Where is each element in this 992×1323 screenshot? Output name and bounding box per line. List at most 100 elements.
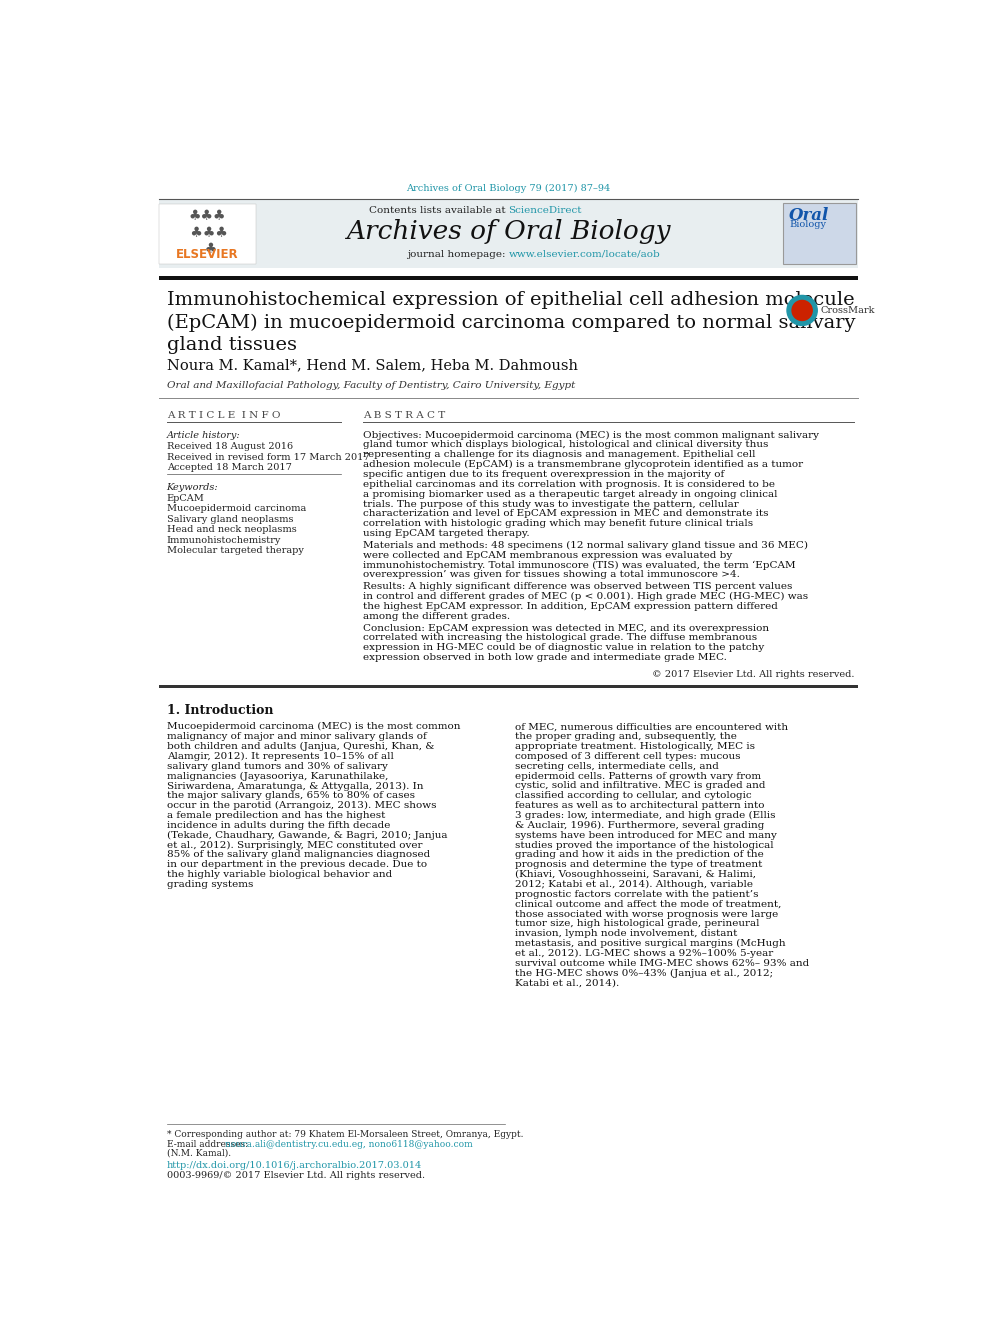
Text: Materials and methods: 48 specimens (12 normal salivary gland tissue and 36 MEC): Materials and methods: 48 specimens (12 … bbox=[363, 541, 807, 550]
Bar bbox=[159, 684, 858, 688]
Text: the proper grading and, subsequently, the: the proper grading and, subsequently, th… bbox=[515, 732, 736, 741]
Text: the HG-MEC shows 0%–43% (Janjua et al., 2012;: the HG-MEC shows 0%–43% (Janjua et al., … bbox=[515, 968, 773, 978]
Bar bbox=[159, 204, 256, 265]
Text: gland tissues: gland tissues bbox=[167, 336, 297, 353]
Text: epithelial carcinomas and its correlation with prognosis. It is considered to be: epithelial carcinomas and its correlatio… bbox=[363, 480, 775, 490]
Text: grading and how it aids in the prediction of the: grading and how it aids in the predictio… bbox=[515, 851, 764, 860]
Text: Results: A highly significant difference was observed between TIS percent values: Results: A highly significant difference… bbox=[363, 582, 792, 591]
Text: adhesion molecule (EpCAM) is a transmembrane glycoprotein identified as a tumor: adhesion molecule (EpCAM) is a transmemb… bbox=[363, 460, 803, 470]
Text: 3 grades: low, intermediate, and high grade (Ellis: 3 grades: low, intermediate, and high gr… bbox=[515, 811, 775, 820]
Text: cystic, solid and infiltrative. MEC is graded and: cystic, solid and infiltrative. MEC is g… bbox=[515, 782, 765, 790]
Text: CrossMark: CrossMark bbox=[820, 306, 875, 315]
Text: Received 18 August 2016: Received 18 August 2016 bbox=[167, 442, 293, 451]
Text: ScienceDirect: ScienceDirect bbox=[509, 206, 582, 214]
Text: trials. The purpose of this study was to investigate the pattern, cellular: trials. The purpose of this study was to… bbox=[363, 500, 738, 508]
Text: the highly variable biological behavior and: the highly variable biological behavior … bbox=[167, 871, 392, 880]
Bar bbox=[159, 200, 858, 269]
Text: Immunohistochemistry: Immunohistochemistry bbox=[167, 536, 281, 545]
Text: Oral: Oral bbox=[789, 206, 829, 224]
Text: www.elsevier.com/locate/aob: www.elsevier.com/locate/aob bbox=[509, 250, 660, 258]
Text: Biology: Biology bbox=[789, 220, 826, 229]
Text: A R T I C L E  I N F O: A R T I C L E I N F O bbox=[167, 411, 280, 421]
Text: metastasis, and positive surgical margins (McHugh: metastasis, and positive surgical margin… bbox=[515, 939, 786, 949]
Text: Objectives: Mucoepidermoid carcinoma (MEC) is the most common malignant salivary: Objectives: Mucoepidermoid carcinoma (ME… bbox=[363, 430, 818, 439]
Text: classified according to cellular, and cytologic: classified according to cellular, and cy… bbox=[515, 791, 751, 800]
Text: immunohistochemistry. Total immunoscore (TIS) was evaluated, the term ‘EpCAM: immunohistochemistry. Total immunoscore … bbox=[363, 561, 796, 570]
Text: in control and different grades of MEC (p < 0.001). High grade MEC (HG-MEC) was: in control and different grades of MEC (… bbox=[363, 593, 807, 601]
Text: Siriwardena, Amaratunga, & Attygalla, 2013). In: Siriwardena, Amaratunga, & Attygalla, 20… bbox=[167, 782, 424, 791]
Text: of MEC, numerous difficulties are encountered with: of MEC, numerous difficulties are encoun… bbox=[515, 722, 788, 732]
Text: composed of 3 different cell types: mucous: composed of 3 different cell types: muco… bbox=[515, 751, 740, 761]
Text: Contents lists available at: Contents lists available at bbox=[368, 206, 509, 214]
Text: A B S T R A C T: A B S T R A C T bbox=[363, 411, 445, 421]
Text: EpCAM: EpCAM bbox=[167, 493, 204, 503]
Text: Mucoepidermoid carcinoma: Mucoepidermoid carcinoma bbox=[167, 504, 306, 513]
Text: Head and neck neoplasms: Head and neck neoplasms bbox=[167, 525, 297, 534]
Text: appropriate treatment. Histologically, MEC is: appropriate treatment. Histologically, M… bbox=[515, 742, 755, 751]
Text: 1. Introduction: 1. Introduction bbox=[167, 704, 273, 717]
Text: studies proved the importance of the histological: studies proved the importance of the his… bbox=[515, 840, 773, 849]
Text: Noura M. Kamal*, Hend M. Salem, Heba M. Dahmoush: Noura M. Kamal*, Hend M. Salem, Heba M. … bbox=[167, 359, 577, 372]
Circle shape bbox=[792, 300, 812, 320]
Text: ♣♣♣
 ♣♣♣
  ♣: ♣♣♣ ♣♣♣ ♣ bbox=[186, 209, 228, 255]
Text: Article history:: Article history: bbox=[167, 430, 240, 439]
Text: correlated with increasing the histological grade. The diffuse membranous: correlated with increasing the histologi… bbox=[363, 634, 757, 643]
Text: gland tumor which displays biological, histological and clinical diversity thus: gland tumor which displays biological, h… bbox=[363, 441, 768, 450]
Text: Archives of Oral Biology 79 (2017) 87–94: Archives of Oral Biology 79 (2017) 87–94 bbox=[407, 184, 610, 193]
Text: epidermoid cells. Patterns of growth vary from: epidermoid cells. Patterns of growth var… bbox=[515, 771, 761, 781]
Text: characterization and level of EpCAM expression in MEC and demonstrate its: characterization and level of EpCAM expr… bbox=[363, 509, 768, 519]
Bar bbox=[159, 275, 858, 280]
Text: 85% of the salivary gland malignancies diagnosed: 85% of the salivary gland malignancies d… bbox=[167, 851, 430, 860]
Text: Received in revised form 17 March 2017: Received in revised form 17 March 2017 bbox=[167, 452, 369, 462]
Text: (Khiavi, Vosoughhosseini, Saravani, & Halimi,: (Khiavi, Vosoughhosseini, Saravani, & Ha… bbox=[515, 871, 756, 880]
Text: representing a challenge for its diagnosis and management. Epithelial cell: representing a challenge for its diagnos… bbox=[363, 450, 755, 459]
Text: specific antigen due to its frequent overexpression in the majority of: specific antigen due to its frequent ove… bbox=[363, 470, 724, 479]
Text: Immunohistochemical expression of epithelial cell adhesion molecule: Immunohistochemical expression of epithe… bbox=[167, 291, 854, 310]
Text: were collected and EpCAM membranous expression was evaluated by: were collected and EpCAM membranous expr… bbox=[363, 550, 732, 560]
Text: overexpression’ was given for tissues showing a total immunoscore >4.: overexpression’ was given for tissues sh… bbox=[363, 570, 740, 579]
Text: © 2017 Elsevier Ltd. All rights reserved.: © 2017 Elsevier Ltd. All rights reserved… bbox=[652, 669, 854, 679]
Text: expression in HG-MEC could be of diagnostic value in relation to the patchy: expression in HG-MEC could be of diagnos… bbox=[363, 643, 764, 652]
Text: Conclusion: EpCAM expression was detected in MEC, and its overexpression: Conclusion: EpCAM expression was detecte… bbox=[363, 623, 769, 632]
Text: tumor size, high histological grade, perineural: tumor size, high histological grade, per… bbox=[515, 919, 759, 929]
Text: salivary gland tumors and 30% of salivary: salivary gland tumors and 30% of salivar… bbox=[167, 762, 388, 771]
Text: 2012; Katabi et al., 2014). Although, variable: 2012; Katabi et al., 2014). Although, va… bbox=[515, 880, 753, 889]
Text: Mucoepidermoid carcinoma (MEC) is the most common: Mucoepidermoid carcinoma (MEC) is the mo… bbox=[167, 722, 460, 732]
Text: noura.ali@dentistry.cu.edu.eg, nono6118@yahoo.com: noura.ali@dentistry.cu.edu.eg, nono6118@… bbox=[225, 1139, 473, 1148]
Text: * Corresponding author at: 79 Khatem El-Morsaleen Street, Omranya, Egypt.: * Corresponding author at: 79 Khatem El-… bbox=[167, 1130, 523, 1139]
Text: survival outcome while IMG-MEC shows 62%– 93% and: survival outcome while IMG-MEC shows 62%… bbox=[515, 959, 808, 968]
Text: Oral and Maxillofacial Pathology, Faculty of Dentistry, Cairo University, Egypt: Oral and Maxillofacial Pathology, Facult… bbox=[167, 381, 575, 390]
Text: Accepted 18 March 2017: Accepted 18 March 2017 bbox=[167, 463, 292, 472]
Bar bbox=[783, 202, 856, 265]
Text: E-mail addresses:: E-mail addresses: bbox=[167, 1139, 251, 1148]
Text: Katabi et al., 2014).: Katabi et al., 2014). bbox=[515, 979, 619, 987]
Text: malignancy of major and minor salivary glands of: malignancy of major and minor salivary g… bbox=[167, 732, 427, 741]
Text: both children and adults (Janjua, Qureshi, Khan, &: both children and adults (Janjua, Quresh… bbox=[167, 742, 434, 751]
Text: systems have been introduced for MEC and many: systems have been introduced for MEC and… bbox=[515, 831, 777, 840]
Text: grading systems: grading systems bbox=[167, 880, 253, 889]
Text: prognosis and determine the type of treatment: prognosis and determine the type of trea… bbox=[515, 860, 762, 869]
Text: incidence in adults during the fifth decade: incidence in adults during the fifth dec… bbox=[167, 820, 390, 830]
Text: Archives of Oral Biology: Archives of Oral Biology bbox=[346, 218, 671, 243]
Text: Salivary gland neoplasms: Salivary gland neoplasms bbox=[167, 515, 293, 524]
Text: & Auclair, 1996). Furthermore, several grading: & Auclair, 1996). Furthermore, several g… bbox=[515, 820, 764, 830]
Text: (Tekade, Chaudhary, Gawande, & Bagri, 2010; Janjua: (Tekade, Chaudhary, Gawande, & Bagri, 20… bbox=[167, 831, 447, 840]
Text: the highest EpCAM expressor. In addition, EpCAM expression pattern differed: the highest EpCAM expressor. In addition… bbox=[363, 602, 778, 611]
Text: et al., 2012). Surprisingly, MEC constituted over: et al., 2012). Surprisingly, MEC constit… bbox=[167, 840, 423, 849]
Text: invasion, lymph node involvement, distant: invasion, lymph node involvement, distan… bbox=[515, 929, 737, 938]
Text: clinical outcome and affect the mode of treatment,: clinical outcome and affect the mode of … bbox=[515, 900, 781, 909]
Text: Keywords:: Keywords: bbox=[167, 483, 218, 492]
Text: those associated with worse prognosis were large: those associated with worse prognosis we… bbox=[515, 910, 778, 918]
Text: prognostic factors correlate with the patient’s: prognostic factors correlate with the pa… bbox=[515, 890, 758, 898]
Text: among the different grades.: among the different grades. bbox=[363, 611, 510, 620]
Text: et al., 2012). LG-MEC shows a 92%–100% 5-year: et al., 2012). LG-MEC shows a 92%–100% 5… bbox=[515, 949, 773, 958]
Text: a promising biomarker used as a therapeutic target already in ongoing clinical: a promising biomarker used as a therapeu… bbox=[363, 490, 777, 499]
Text: ELSEVIER: ELSEVIER bbox=[176, 249, 238, 261]
Text: 0003-9969/© 2017 Elsevier Ltd. All rights reserved.: 0003-9969/© 2017 Elsevier Ltd. All right… bbox=[167, 1171, 425, 1180]
Text: Molecular targeted therapy: Molecular targeted therapy bbox=[167, 546, 304, 556]
Text: occur in the parotid (Arrangoiz, 2013). MEC shows: occur in the parotid (Arrangoiz, 2013). … bbox=[167, 802, 436, 810]
Text: malignancies (Jayasooriya, Karunathilake,: malignancies (Jayasooriya, Karunathilake… bbox=[167, 771, 388, 781]
Text: the major salivary glands, 65% to 80% of cases: the major salivary glands, 65% to 80% of… bbox=[167, 791, 415, 800]
Circle shape bbox=[787, 295, 817, 325]
Text: in our department in the previous decade. Due to: in our department in the previous decade… bbox=[167, 860, 427, 869]
